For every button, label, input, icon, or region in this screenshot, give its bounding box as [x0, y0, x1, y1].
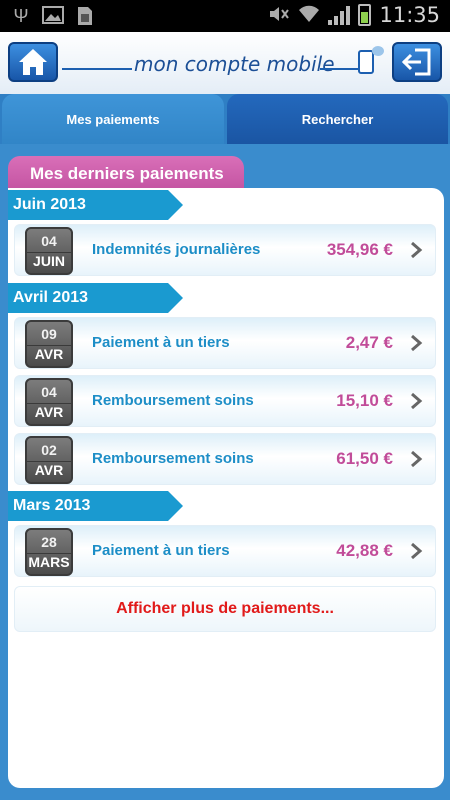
home-icon — [19, 49, 47, 75]
sim-icon — [74, 5, 96, 27]
payments-panel: Juin 2013 04 JUIN Indemnités journalière… — [8, 188, 444, 788]
chevron-right-icon — [411, 450, 423, 468]
payment-row[interactable]: 02 AVR Remboursement soins 61,50 € — [14, 433, 436, 485]
clock: 11:35 — [379, 3, 440, 27]
date-badge: 28 MARS — [25, 528, 73, 576]
usb-icon: Ψ — [13, 6, 29, 26]
app-header: mon compte mobile — [0, 32, 450, 94]
month-header-avril-2013: Avril 2013 — [8, 283, 183, 313]
date-day: 04 — [41, 233, 57, 249]
app-title: mon compte mobile — [134, 52, 335, 76]
main-content: Mes derniers paiements Juin 2013 04 JUIN… — [0, 144, 450, 800]
image-icon — [42, 5, 64, 27]
payment-row[interactable]: 04 AVR Remboursement soins 15,10 € — [14, 375, 436, 427]
date-badge: 04 AVR — [25, 378, 73, 426]
date-badge: 02 AVR — [25, 436, 73, 484]
payment-row[interactable]: 04 JUIN Indemnités journalières 354,96 € — [14, 224, 436, 276]
payment-row[interactable]: 28 MARS Paiement à un tiers 42,88 € — [14, 525, 436, 577]
payment-amount: 354,96 € — [326, 240, 393, 259]
mute-icon — [268, 4, 290, 26]
payment-label: Paiement à un tiers — [92, 334, 230, 351]
app-logo: mon compte mobile — [62, 46, 392, 80]
tab-rechercher[interactable]: Rechercher — [227, 94, 448, 144]
status-bar: Ψ 11:35 — [0, 0, 450, 32]
signal-icon — [328, 5, 351, 25]
payment-amount: 15,10 € — [336, 391, 393, 410]
payment-label: Paiement à un tiers — [92, 542, 230, 559]
date-day: 02 — [41, 442, 57, 458]
date-day: 28 — [41, 534, 57, 550]
logout-icon — [401, 48, 431, 76]
payment-row[interactable]: 09 AVR Paiement à un tiers 2,47 € — [14, 317, 436, 369]
payment-label: Indemnités journalières — [92, 241, 261, 258]
payment-amount: 61,50 € — [336, 449, 393, 468]
date-badge: 09 AVR — [25, 320, 73, 368]
month-header-juin-2013: Juin 2013 — [8, 190, 183, 220]
chevron-right-icon — [411, 542, 423, 560]
tab-mes-paiements[interactable]: Mes paiements — [2, 94, 224, 144]
date-badge: 04 JUIN — [25, 227, 73, 275]
chevron-right-icon — [411, 241, 423, 259]
date-month: AVR — [27, 345, 71, 362]
date-month: AVR — [27, 461, 71, 478]
home-button[interactable] — [8, 42, 58, 82]
date-day: 04 — [41, 384, 57, 400]
date-month: AVR — [27, 403, 71, 420]
chevron-right-icon — [411, 334, 423, 352]
show-more-payments-button[interactable]: Afficher plus de paiements... — [14, 586, 436, 632]
watermark-site: 91danji.com — [360, 778, 414, 789]
date-day: 09 — [41, 326, 57, 342]
payment-amount: 2,47 € — [345, 333, 393, 352]
tab-bar: Mes paiements Rechercher — [0, 94, 450, 144]
payment-label: Remboursement soins — [92, 450, 254, 467]
chevron-right-icon — [411, 392, 423, 410]
date-month: MARS — [27, 553, 71, 570]
wifi-icon — [298, 4, 320, 26]
phone-icon — [358, 46, 384, 74]
date-month: JUIN — [27, 252, 71, 269]
watermark-brand: 91游戏 — [266, 747, 358, 780]
payment-amount: 42,88 € — [336, 541, 393, 560]
logout-button[interactable] — [392, 42, 442, 82]
battery-icon — [358, 4, 372, 26]
payment-label: Remboursement soins — [92, 392, 254, 409]
watermark: 91游戏 91danji.com — [266, 742, 442, 792]
month-header-mars-2013: Mars 2013 — [8, 491, 183, 521]
